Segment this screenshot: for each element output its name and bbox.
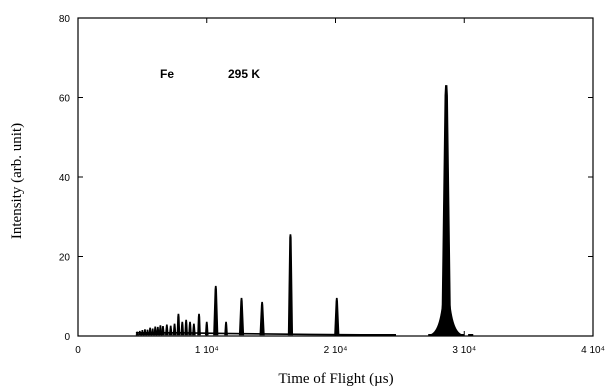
peak-mark: [238, 297, 245, 336]
peak-mark: [176, 313, 181, 336]
peak-mark: [224, 321, 228, 336]
peak-mark: [334, 297, 340, 336]
peak-mark: [204, 321, 209, 336]
y-tick-label: 60: [59, 94, 71, 105]
peak-mark: [172, 323, 177, 336]
x-tick-label: 4 10⁴: [581, 345, 605, 356]
x-tick-label: 0: [75, 345, 81, 356]
x-tick-label: 2 10⁴: [324, 345, 348, 356]
y-axis-title: Intensity (arb. unit): [9, 123, 25, 239]
peak-mark: [188, 321, 192, 336]
main-peak-foot: [429, 295, 464, 336]
peaks-layer: [135, 85, 474, 336]
peak-mark: [161, 326, 165, 336]
peak-mark: [197, 313, 201, 336]
x-tick-label: 3 10⁴: [452, 345, 476, 356]
y-axis: 0 20 40 60 80: [59, 14, 593, 343]
peak-mark: [168, 325, 173, 336]
peak-mark: [259, 301, 265, 336]
peak-mark: [192, 323, 196, 336]
peak-mark: [143, 329, 147, 336]
y-tick-label: 80: [59, 14, 71, 25]
peak-mark: [184, 319, 188, 336]
peak-mark: [165, 324, 169, 336]
peak-mark: [180, 321, 185, 336]
peak-mark: [287, 234, 294, 336]
plot-frame: [77, 17, 594, 337]
annotation-temperature: 295 K: [228, 67, 260, 81]
plot-border: [77, 17, 594, 337]
x-axis: 0 1 10⁴ 2 10⁴ 3 10⁴ 4 10⁴: [75, 18, 605, 356]
x-axis-title: Time of Flight (µs): [278, 371, 393, 387]
y-tick-label: 40: [59, 173, 71, 184]
y-tick-label: 0: [64, 332, 70, 343]
annotation-element: Fe: [160, 67, 174, 81]
x-tick-label: 1 10⁴: [195, 345, 219, 356]
peak-mark: [213, 285, 219, 336]
y-tick-label: 20: [59, 253, 71, 264]
